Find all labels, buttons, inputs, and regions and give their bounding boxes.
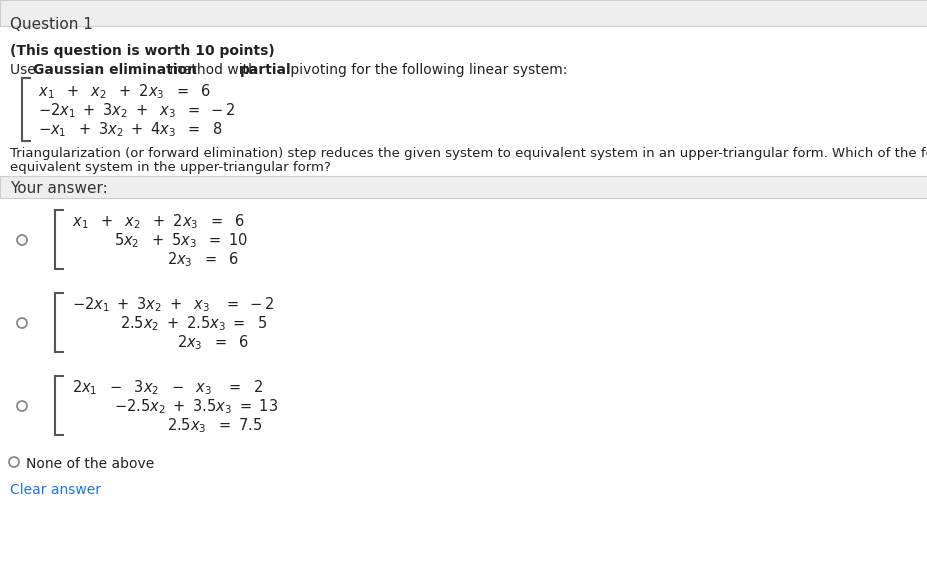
Text: equivalent system in the upper-triangular form?: equivalent system in the upper-triangula… <box>10 161 331 174</box>
Text: $5x_2\ \ +\ 5x_3\ \ =\ 10$: $5x_2\ \ +\ 5x_3\ \ =\ 10$ <box>114 231 248 249</box>
Text: Use: Use <box>10 63 40 77</box>
Text: method with: method with <box>165 63 261 77</box>
Text: $x_1\ \ +\ \ x_2\ \ +\ 2x_3\ \ =\ \ 6$: $x_1\ \ +\ \ x_2\ \ +\ 2x_3\ \ =\ \ 6$ <box>38 82 211 101</box>
Bar <box>0 176 927 198</box>
Bar <box>0 0 927 26</box>
Text: $x_1\ \ +\ \ x_2\ \ +\ 2x_3\ \ =\ \ 6$: $x_1\ \ +\ \ x_2\ \ +\ 2x_3\ \ =\ \ 6$ <box>72 212 245 231</box>
Text: $-x_1\ \ +\ 3x_2\ +\ 4x_3\ \ =\ \ 8$: $-x_1\ \ +\ 3x_2\ +\ 4x_3\ \ =\ \ 8$ <box>38 120 222 139</box>
Text: None of the above: None of the above <box>26 457 154 471</box>
Text: partial: partial <box>240 63 292 77</box>
Text: $-2.5x_2\ +\ 3.5x_3\ =\ 13$: $-2.5x_2\ +\ 3.5x_3\ =\ 13$ <box>114 397 278 416</box>
Text: Gaussian elimination: Gaussian elimination <box>33 63 197 77</box>
Text: $2.5x_2\ +\ 2.5x_3\ =\ \ 5$: $2.5x_2\ +\ 2.5x_3\ =\ \ 5$ <box>120 314 267 333</box>
Text: pivoting for the following linear system:: pivoting for the following linear system… <box>286 63 567 77</box>
Text: Clear answer: Clear answer <box>10 483 101 497</box>
Text: $2.5x_3\ \ =\ 7.5$: $2.5x_3\ \ =\ 7.5$ <box>167 416 262 435</box>
Text: $-2x_1\ +\ 3x_2\ +\ \ x_3\ \ =\ -2$: $-2x_1\ +\ 3x_2\ +\ \ x_3\ \ =\ -2$ <box>38 101 235 120</box>
Text: $2x_3\ \ =\ \ 6$: $2x_3\ \ =\ \ 6$ <box>177 333 249 352</box>
Text: Triangularization (or forward elimination) step reduces the given system to equi: Triangularization (or forward eliminatio… <box>10 147 927 160</box>
Text: $2x_1\ \ -\ \ 3x_2\ \ -\ \ x_3\ \ \ =\ \ 2$: $2x_1\ \ -\ \ 3x_2\ \ -\ \ x_3\ \ \ =\ \… <box>72 378 263 397</box>
Text: $2x_3\ \ =\ \ 6$: $2x_3\ \ =\ \ 6$ <box>167 250 239 269</box>
Text: (This question is worth 10 points): (This question is worth 10 points) <box>10 44 274 58</box>
Text: $-2x_1\ +\ 3x_2\ +\ \ x_3\ \ \ =\ -2$: $-2x_1\ +\ 3x_2\ +\ \ x_3\ \ \ =\ -2$ <box>72 295 274 313</box>
Text: Your answer:: Your answer: <box>10 181 108 196</box>
Text: Question 1: Question 1 <box>10 17 93 32</box>
